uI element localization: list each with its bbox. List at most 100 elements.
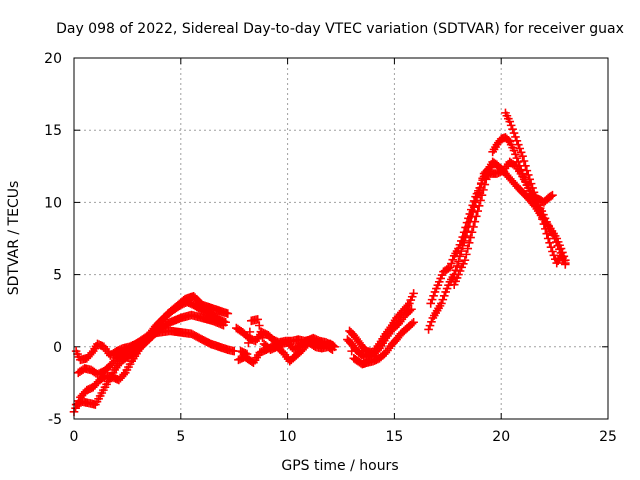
- data-point: [253, 315, 262, 324]
- data-point: [407, 304, 416, 314]
- series-track-c: [73, 326, 239, 379]
- data-point: [452, 261, 462, 271]
- data-points: [69, 108, 570, 417]
- data-point: [478, 175, 487, 185]
- data-point: [508, 124, 517, 134]
- data-point: [447, 259, 456, 268]
- y-tick-label: 0: [53, 340, 62, 356]
- data-point: [531, 192, 540, 201]
- data-point: [219, 320, 228, 330]
- data-point: [451, 277, 460, 286]
- data-point: [464, 238, 474, 248]
- series-track-k: [424, 157, 570, 334]
- data-point: [560, 258, 570, 268]
- data-point: [516, 148, 526, 157]
- data-point: [539, 219, 549, 229]
- data-point: [528, 183, 537, 193]
- data-point: [442, 284, 452, 293]
- data-point: [455, 240, 465, 250]
- data-point: [449, 280, 459, 290]
- data-point: [460, 255, 470, 265]
- data-point: [466, 233, 475, 242]
- data-point: [548, 247, 557, 256]
- series-track-b: [71, 310, 228, 409]
- x-axis-title: GPS time / hours: [281, 458, 398, 474]
- data-point: [454, 257, 463, 266]
- plot-frame: [73, 57, 609, 420]
- x-tick-label: 10: [279, 429, 297, 445]
- data-point: [509, 128, 519, 138]
- data-point: [518, 151, 527, 161]
- y-tick-label: 5: [53, 268, 62, 284]
- data-point: [526, 179, 536, 188]
- y-tick-label: 15: [44, 123, 62, 139]
- data-point: [432, 284, 441, 293]
- data-point: [473, 206, 483, 216]
- data-point: [546, 242, 556, 252]
- data-point: [481, 174, 491, 184]
- data-point: [407, 292, 417, 302]
- x-tick-label: 0: [70, 429, 79, 445]
- data-point: [486, 163, 495, 173]
- data-point: [483, 171, 492, 180]
- data-point: [462, 250, 471, 259]
- data-point: [427, 317, 436, 327]
- data-point: [532, 196, 542, 206]
- data-point: [457, 236, 466, 246]
- data-point: [244, 338, 253, 348]
- data-point: [256, 327, 266, 336]
- axis-ticks: 0 5 10 15 20 25 -5 0 5 10 15 20: [44, 51, 617, 445]
- y-tick-label: 20: [44, 51, 62, 67]
- data-point: [439, 291, 449, 301]
- data-point: [542, 229, 552, 238]
- data-point: [448, 255, 458, 264]
- data-point: [328, 341, 337, 350]
- y-axis-title: SDTVAR / TECUs: [6, 181, 22, 296]
- data-point: [464, 213, 473, 223]
- data-point: [522, 166, 532, 175]
- data-point: [452, 273, 462, 283]
- data-point: [454, 244, 463, 253]
- data-point: [536, 210, 546, 219]
- data-point: [437, 270, 447, 280]
- data-point: [436, 274, 445, 283]
- data-point: [424, 325, 433, 334]
- data-point: [515, 144, 525, 153]
- data-point: [441, 287, 450, 297]
- data-point: [538, 214, 547, 224]
- data-point: [462, 218, 472, 227]
- data-point: [523, 170, 533, 180]
- data-point: [427, 295, 437, 304]
- data-point: [509, 146, 519, 155]
- data-point: [223, 309, 233, 318]
- data-point: [480, 180, 490, 189]
- data-point: [347, 346, 356, 356]
- data-point: [546, 191, 556, 201]
- data-point: [471, 212, 481, 221]
- data-point: [433, 280, 443, 290]
- data-point: [512, 136, 522, 146]
- data-point: [533, 200, 543, 210]
- x-tick-label: 20: [492, 429, 510, 445]
- data-point: [459, 227, 469, 237]
- y-tick-label: 10: [44, 195, 62, 211]
- series-track-j: [347, 317, 418, 369]
- data-point: [511, 149, 520, 159]
- data-point: [506, 121, 516, 130]
- data-point: [467, 227, 477, 237]
- data-point: [479, 185, 488, 195]
- series-track-g: [234, 333, 337, 367]
- data-point: [426, 299, 436, 308]
- data-point: [434, 277, 444, 287]
- data-point: [548, 190, 557, 200]
- data-point: [429, 291, 438, 301]
- series-track-d: [71, 291, 233, 365]
- series-track-i: [345, 289, 418, 357]
- data-point: [469, 222, 478, 232]
- data-point: [430, 287, 440, 297]
- data-point: [254, 321, 264, 330]
- data-point: [513, 140, 523, 149]
- data-point: [474, 201, 484, 211]
